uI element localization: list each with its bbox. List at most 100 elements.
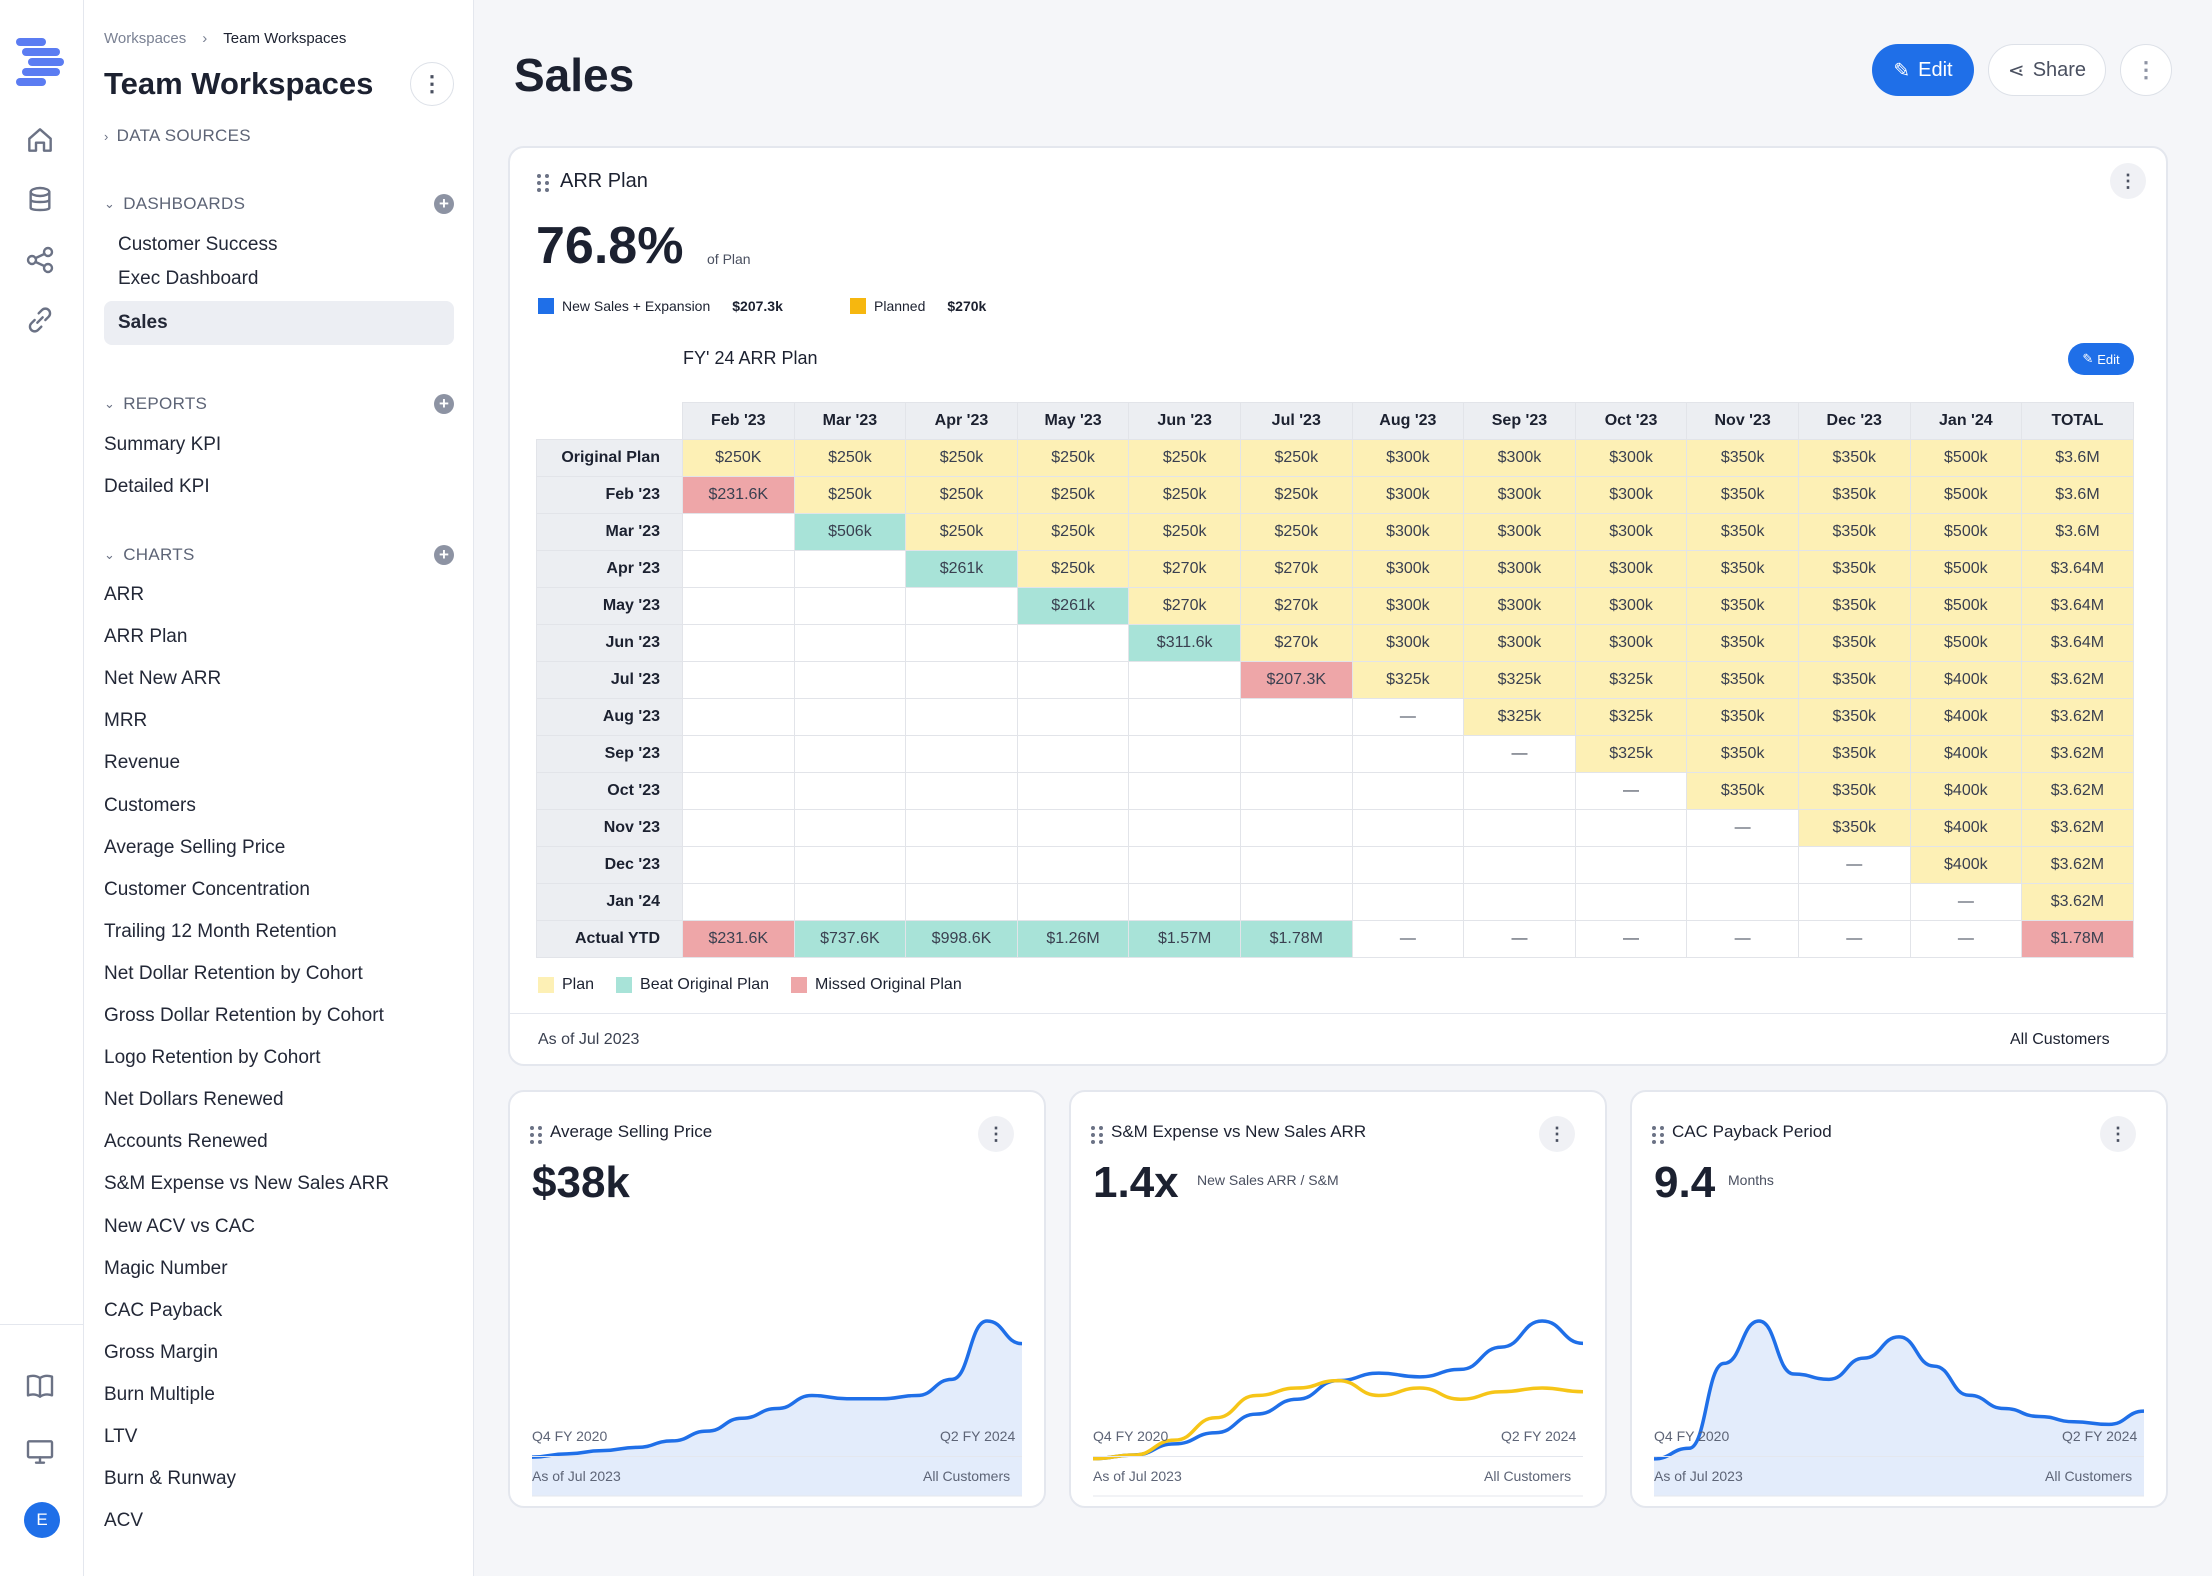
chart-item[interactable]: S&M Expense vs New Sales ARR — [104, 1173, 390, 1195]
table-cell: $400k — [1909, 698, 2023, 736]
table-cell: $270k — [1128, 550, 1241, 588]
table-cell — [1016, 883, 1130, 921]
chart-item[interactable]: Logo Retention by Cohort — [104, 1047, 321, 1069]
table-cell — [1351, 883, 1465, 921]
table-cell — [1239, 735, 1353, 773]
share-nodes-icon[interactable] — [22, 242, 58, 278]
chart-item[interactable]: Burn & Runway — [104, 1468, 237, 1490]
row-label: Jul '23 — [536, 661, 683, 699]
column-header: May '23 — [1016, 402, 1130, 440]
table-corner — [536, 402, 683, 440]
dashboards-toggle[interactable]: ⌄ DASHBOARDS — [104, 194, 246, 213]
workspace-more-icon[interactable]: ⋮ — [410, 62, 454, 106]
add-dashboard-icon[interactable]: + — [434, 194, 454, 214]
table-row: Jan '24 — $3.62M — [536, 883, 2134, 921]
table-edit-button[interactable]: ✎ Edit — [2068, 343, 2134, 375]
chart-item[interactable]: Net Dollars Renewed — [104, 1089, 284, 1111]
row-label: Aug '23 — [536, 698, 683, 736]
drag-handle-icon[interactable] — [1091, 1126, 1103, 1144]
chart-item[interactable]: Customers — [104, 794, 196, 816]
table-cell — [793, 772, 907, 810]
table-cell: $350k — [1686, 439, 1799, 477]
database-icon[interactable] — [22, 182, 58, 218]
sparkline-chart — [1654, 1319, 2144, 1497]
card-more-icon[interactable]: ⋮ — [2110, 163, 2146, 199]
chart-item[interactable]: LTV — [104, 1426, 138, 1447]
add-chart-icon[interactable]: + — [434, 545, 454, 565]
drag-handle-icon[interactable] — [537, 174, 549, 192]
table-cell: — — [1909, 920, 2023, 958]
chart-item[interactable]: Revenue — [104, 752, 181, 774]
chart-item[interactable]: Burn Multiple — [104, 1383, 215, 1405]
filter-label[interactable]: All Customers — [923, 1468, 1011, 1484]
edit-button[interactable]: ✎ Edit — [1872, 44, 1974, 96]
add-report-icon[interactable]: + — [434, 394, 454, 414]
table-cell: $300k — [1463, 624, 1576, 662]
chart-item[interactable]: Trailing 12 Month Retention — [104, 920, 337, 942]
table-cell — [793, 587, 907, 625]
chart-item[interactable]: Net New ARR — [104, 668, 222, 690]
filter-label[interactable]: All Customers — [2045, 1468, 2133, 1484]
user-avatar[interactable]: E — [24, 1502, 60, 1538]
chart-item[interactable]: Gross Margin — [104, 1341, 219, 1363]
table-cell: $300k — [1463, 587, 1576, 625]
monitor-icon[interactable] — [22, 1434, 58, 1470]
share-button[interactable]: ⋖ Share — [1988, 44, 2106, 96]
chart-item[interactable]: Gross Dollar Retention by Cohort — [104, 1005, 384, 1026]
app-logo[interactable] — [16, 38, 66, 86]
column-header: Mar '23 — [793, 402, 907, 440]
table-cell: $300k — [1463, 476, 1576, 514]
report-item[interactable]: Detailed KPI — [104, 476, 210, 497]
table-cell — [905, 661, 1018, 699]
filter-label[interactable]: All Customers — [2010, 1031, 2110, 1048]
table-cell: $250k — [793, 439, 907, 477]
report-item[interactable]: Summary KPI — [104, 434, 222, 455]
kpi-caption: New Sales ARR / S&M — [1197, 1172, 1339, 1188]
breadcrumb-workspaces[interactable]: Workspaces — [104, 30, 187, 47]
arr-plan-table: Feb '23 Mar '23 Apr '23 May '23 Jun '23 Jul '… — [536, 402, 2134, 958]
chart-item[interactable]: New ACV vs CAC — [104, 1215, 255, 1237]
filter-label[interactable]: All Customers — [1484, 1468, 1572, 1484]
chart-item[interactable]: Accounts Renewed — [104, 1131, 268, 1153]
drag-handle-icon[interactable] — [1652, 1126, 1664, 1144]
card-divider — [1093, 1456, 1583, 1457]
chart-item[interactable]: Magic Number — [104, 1257, 228, 1279]
table-cell — [905, 846, 1018, 884]
table-cell — [682, 883, 795, 921]
as-of-label: As of Jul 2023 — [532, 1468, 621, 1484]
table-cell — [1016, 624, 1130, 662]
chart-item[interactable]: ARR — [104, 584, 145, 605]
series-line — [532, 1319, 1022, 1459]
link-icon[interactable] — [22, 302, 58, 338]
table-cell — [682, 735, 795, 773]
table-cell: $3.62M — [2021, 698, 2134, 736]
card-more-icon[interactable]: ⋮ — [2100, 1116, 2136, 1152]
reports-toggle[interactable]: ⌄ REPORTS — [104, 394, 208, 413]
chart-item[interactable]: Net Dollar Retention by Cohort — [104, 962, 363, 984]
legend-swatch — [791, 977, 807, 993]
table-row: Feb '23 $231.6K $250k $250k $250k $250k $250k $… — [536, 476, 2134, 514]
dashboard-item[interactable]: Customer Success — [118, 234, 278, 255]
chart-item[interactable]: Customer Concentration — [104, 878, 310, 900]
chart-item[interactable]: Average Selling Price — [104, 836, 286, 858]
table-cell: $350k — [1686, 661, 1799, 699]
data-sources-toggle[interactable]: › DATA SOURCES — [104, 126, 251, 145]
book-icon[interactable] — [22, 1368, 58, 1404]
charts-toggle[interactable]: ⌄ CHARTS — [104, 545, 195, 564]
chart-item[interactable]: ACV — [104, 1510, 144, 1532]
table-cell: $250k — [1239, 439, 1353, 477]
page-more-icon[interactable]: ⋮ — [2120, 44, 2172, 96]
dashboard-item[interactable]: Exec Dashboard — [118, 268, 259, 289]
x-axis-start-label: Q4 FY 2020 — [1654, 1428, 1730, 1444]
table-cell: $506k — [793, 513, 907, 551]
card-more-icon[interactable]: ⋮ — [978, 1116, 1014, 1152]
card-more-icon[interactable]: ⋮ — [1539, 1116, 1575, 1152]
dashboard-item-active[interactable]: Sales — [104, 301, 454, 345]
chart-item[interactable]: MRR — [104, 710, 148, 732]
column-header: TOTAL — [2021, 402, 2134, 440]
row-label: Sep '23 — [536, 735, 683, 773]
drag-handle-icon[interactable] — [530, 1126, 542, 1144]
chart-item[interactable]: ARR Plan — [104, 626, 188, 648]
chart-item[interactable]: CAC Payback — [104, 1299, 223, 1321]
home-icon[interactable] — [22, 122, 58, 158]
